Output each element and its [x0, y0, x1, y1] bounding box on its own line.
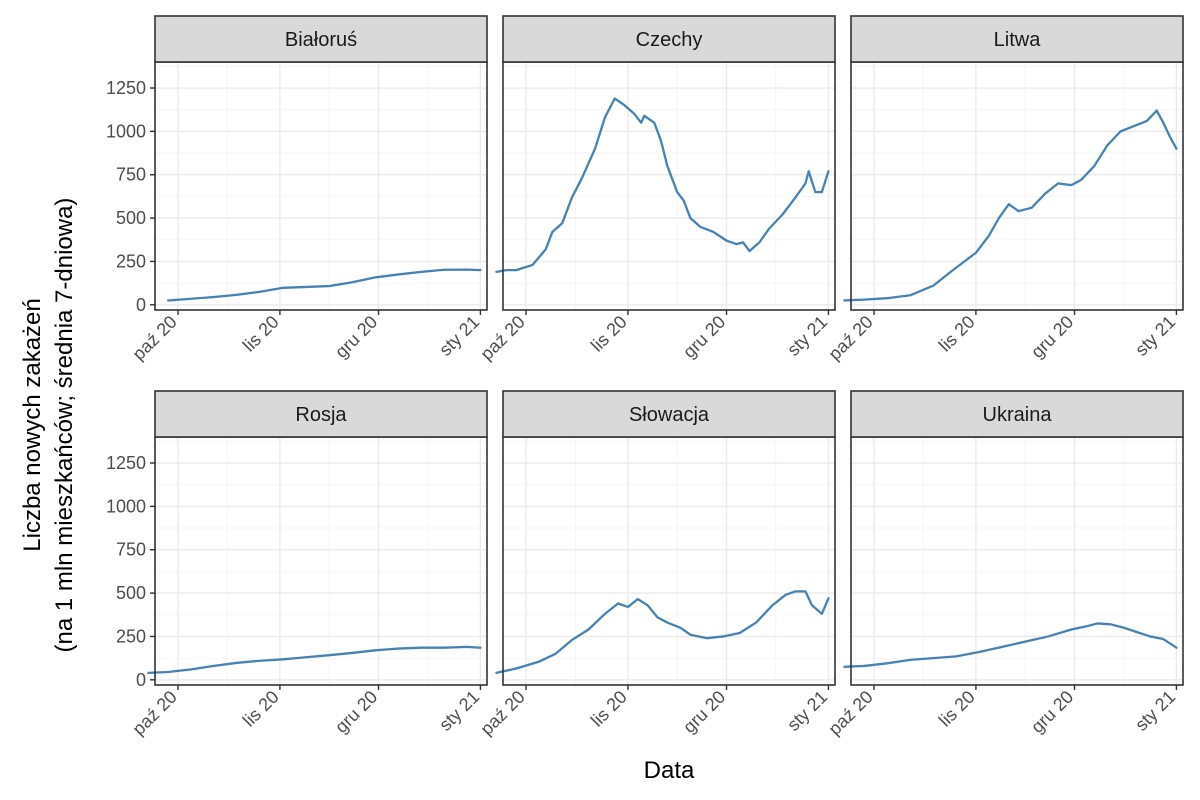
x-tick-label: paź 20: [824, 312, 876, 364]
facet-strip-label: Białoruś: [285, 29, 357, 51]
series-line: [843, 622, 1178, 668]
series-line: [147, 645, 482, 675]
x-tick-label: gru 20: [1027, 312, 1077, 362]
panel-background: [155, 62, 487, 310]
facet-strip-label: Rosja: [295, 404, 347, 426]
facet-strip-label: Litwa: [994, 29, 1042, 51]
facet-strip: [502, 15, 836, 63]
facet-panel: paź 20 lis 20 gru 20 sty 21 Litwa: [824, 15, 1184, 364]
x-tick-label: gru 20: [679, 687, 729, 737]
facet-panel: 0 250 500 750 1000 1250 paź 20 lis 20 gru 20 sty …: [106, 15, 488, 364]
facet-panel: 0 250 500 750 1000 1250 paź 20 lis 20 gru 20 sty …: [106, 390, 488, 739]
y-tick-label: 250: [116, 251, 146, 271]
y-tick-label: 750: [116, 540, 146, 560]
x-tick-label: paź 20: [128, 312, 180, 364]
y-tick-label: 500: [116, 208, 146, 228]
x-tick-label: lis 20: [239, 687, 283, 731]
series-line: [495, 97, 830, 273]
facet-strip: [850, 15, 1184, 63]
y-tick-label: 1000: [106, 121, 146, 141]
x-tick-label: sty 21: [1131, 312, 1179, 360]
facet-panel: paź 20 lis 20 gru 20 sty 21 Czechy: [476, 15, 836, 364]
x-tick-label: sty 21: [435, 312, 483, 360]
panel-background: [851, 437, 1183, 685]
x-tick-label: gru 20: [1027, 687, 1077, 737]
x-tick-label: gru 20: [679, 312, 729, 362]
panel-background: [503, 62, 835, 310]
panels-layer: 0 250 500 750 1000 1250 paź 20 lis 20 gru 20 sty …: [106, 15, 1184, 739]
panel-background: [503, 437, 835, 685]
x-tick-label: paź 20: [824, 687, 876, 739]
y-tick-label: 750: [116, 165, 146, 185]
x-tick-label: lis 20: [587, 687, 631, 731]
y-axis-title-line2: (na 1 mln mieszkańców; średnia 7-dniowa): [51, 198, 78, 653]
series-line: [167, 268, 482, 302]
y-tick-label: 1250: [106, 453, 146, 473]
x-tick-label: lis 20: [587, 312, 631, 356]
facet-strip-label: Czechy: [636, 29, 703, 51]
x-axis-title: Data: [644, 757, 695, 784]
y-tick-label: 0: [136, 295, 146, 315]
panel-background: [155, 437, 487, 685]
x-tick-label: sty 21: [435, 687, 483, 735]
series-line: [495, 590, 830, 675]
facet-strip-label: Ukraina: [983, 404, 1053, 426]
x-tick-label: gru 20: [331, 312, 381, 362]
x-tick-label: sty 21: [783, 687, 831, 735]
x-tick-label: sty 21: [1131, 687, 1179, 735]
x-tick-label: paź 20: [476, 687, 528, 739]
y-tick-label: 1250: [106, 78, 146, 98]
x-tick-label: sty 21: [783, 312, 831, 360]
facet-strip: [154, 15, 488, 63]
facet-panel: paź 20 lis 20 gru 20 sty 21 Ukraina: [824, 390, 1184, 739]
y-tick-label: 1000: [106, 496, 146, 516]
facet-panel: paź 20 lis 20 gru 20 sty 21 Słowacja: [476, 390, 836, 739]
x-tick-label: paź 20: [128, 687, 180, 739]
x-tick-label: lis 20: [935, 312, 979, 356]
x-tick-label: paź 20: [476, 312, 528, 364]
y-tick-label: 0: [136, 670, 146, 690]
facet-strip: [502, 390, 836, 438]
x-tick-label: gru 20: [331, 687, 381, 737]
x-tick-label: lis 20: [935, 687, 979, 731]
facet-strip-label: Słowacja: [629, 404, 710, 426]
y-tick-label: 500: [116, 583, 146, 603]
panel-background: [851, 62, 1183, 310]
facet-strip: [154, 390, 488, 438]
y-axis-title-line1: Liczba nowych zakażeń: [19, 298, 46, 551]
series-line: [843, 109, 1178, 302]
y-tick-label: 250: [116, 626, 146, 646]
facet-strip: [850, 390, 1184, 438]
x-tick-label: lis 20: [239, 312, 283, 356]
